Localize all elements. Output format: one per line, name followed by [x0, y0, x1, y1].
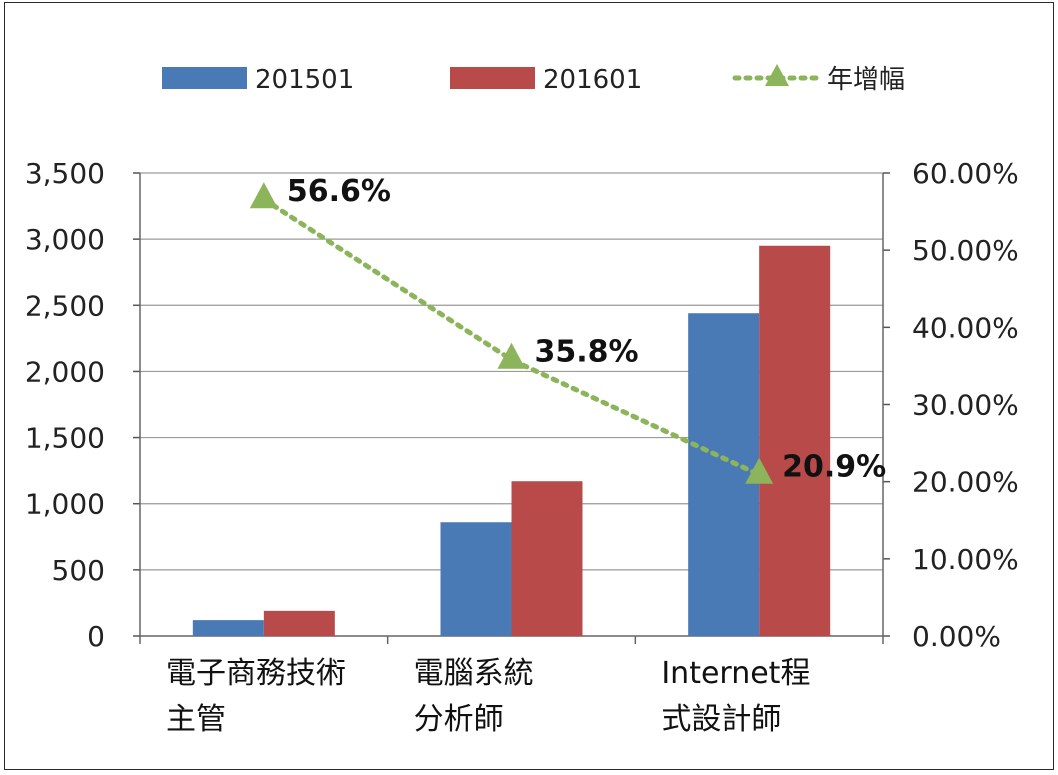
legend-swatch-201501: [162, 67, 247, 89]
y-right-tick-label: 50.00%: [912, 234, 1019, 267]
bar-201501: [192, 620, 264, 636]
x-category-label-line: 分析師: [414, 702, 504, 737]
y-left-tick-label: 0: [87, 620, 105, 653]
x-category-label-line: 電子商務技術: [166, 656, 346, 691]
y-right-tick-label: 10.00%: [912, 543, 1019, 576]
triangle-marker: [745, 457, 774, 484]
y-left-tick-label: 1,000: [25, 488, 105, 521]
x-category-label-line: 電腦系統: [414, 656, 534, 691]
triangle-marker: [249, 182, 278, 209]
y-left-tick-label: 3,500: [25, 157, 105, 190]
bar-201501: [440, 522, 512, 636]
data-label: 35.8%: [535, 335, 639, 370]
data-label: 56.6%: [287, 174, 391, 209]
y-left-tick-label: 500: [52, 554, 105, 587]
y-right-tick-label: 40.00%: [912, 311, 1019, 344]
triangle-marker: [497, 342, 526, 369]
x-category-label-line: Internet程: [661, 656, 810, 691]
legend-label: 201501: [255, 65, 354, 95]
y-left-tick-label: 1,500: [25, 422, 105, 455]
x-category-label: 電腦系統分析師: [414, 656, 534, 737]
bar-201601: [511, 481, 583, 636]
data-label: 20.9%: [782, 450, 886, 485]
y-left-tick-label: 2,000: [25, 355, 105, 388]
y-right-tick-label: 30.00%: [912, 389, 1019, 422]
y-right-tick-label: 60.00%: [912, 157, 1019, 190]
x-category-label-line: 主管: [166, 702, 226, 737]
y-left-tick-label: 2,500: [25, 289, 105, 322]
legend-label: 201601: [543, 65, 642, 95]
legend-triangle-marker: [765, 64, 789, 86]
y-right-tick-label: 20.00%: [912, 466, 1019, 499]
x-category-label: Internet程式設計師: [661, 656, 810, 737]
bar-201601: [759, 245, 831, 636]
y-left-tick-label: 3,000: [25, 223, 105, 256]
line-series-年增幅: [261, 196, 762, 478]
bar-201601: [263, 610, 335, 636]
chart-frame: [4, 2, 1054, 770]
legend-swatch-201601: [450, 67, 535, 89]
bar-201501: [688, 313, 760, 636]
legend-label: 年增幅: [827, 65, 905, 95]
y-right-tick-label: 0.00%: [912, 620, 1001, 653]
x-category-label-line: 式設計師: [661, 702, 781, 737]
x-category-label: 電子商務技術主管: [166, 656, 346, 737]
